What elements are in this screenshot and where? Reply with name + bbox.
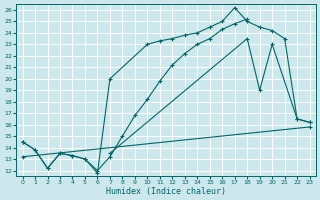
- X-axis label: Humidex (Indice chaleur): Humidex (Indice chaleur): [106, 187, 226, 196]
